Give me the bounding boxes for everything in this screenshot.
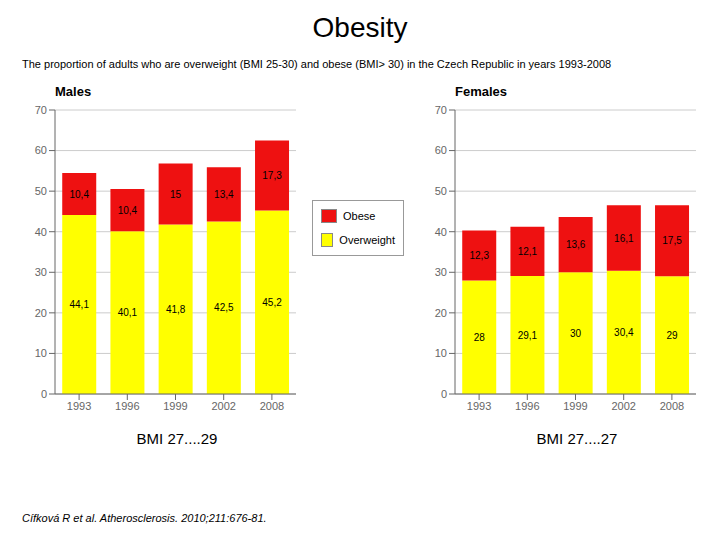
html-text:Cífková R et al. Atheroscleros: Cífková R et al. Atherosclerosis. 2010;2… — [22, 512, 267, 524]
svg-text:2002: 2002 — [211, 400, 235, 412]
html-text:BMI 27....29: BMI 27....29 — [136, 430, 218, 447]
svg-text:28: 28 — [474, 332, 486, 343]
svg-text:50: 50 — [35, 185, 47, 197]
svg-text:44,1: 44,1 — [69, 299, 89, 310]
svg-text:1999: 1999 — [563, 400, 587, 412]
svg-text:29,1: 29,1 — [518, 330, 538, 341]
svg-text:2008: 2008 — [660, 400, 684, 412]
svg-text:60: 60 — [435, 144, 447, 156]
svg-text:10,4: 10,4 — [118, 205, 138, 216]
svg-text:70: 70 — [435, 104, 447, 116]
svg-text:30: 30 — [435, 266, 447, 278]
svg-text:2002: 2002 — [611, 400, 635, 412]
svg-text:60: 60 — [35, 144, 47, 156]
svg-text:20: 20 — [35, 307, 47, 319]
svg-text:20: 20 — [435, 307, 447, 319]
svg-text:17,3: 17,3 — [262, 170, 282, 181]
svg-text:30: 30 — [35, 266, 47, 278]
svg-text:29: 29 — [666, 330, 678, 341]
svg-text:12,1: 12,1 — [518, 246, 538, 257]
svg-text:40: 40 — [35, 226, 47, 238]
svg-text:0: 0 — [41, 388, 47, 400]
svg-text:13,4: 13,4 — [214, 189, 234, 200]
svg-text:1999: 1999 — [163, 400, 187, 412]
svg-text:41,8: 41,8 — [166, 304, 186, 315]
svg-text:42,5: 42,5 — [214, 302, 234, 313]
svg-text:16,1: 16,1 — [614, 233, 634, 244]
html-text:Overweight: Overweight — [339, 234, 395, 246]
svg-text:15: 15 — [170, 189, 182, 200]
svg-text:40,1: 40,1 — [118, 307, 138, 318]
svg-text:12,3: 12,3 — [469, 250, 489, 261]
html-text:Obesity: Obesity — [312, 12, 408, 43]
svg-text:30: 30 — [570, 328, 582, 339]
svg-text:1993: 1993 — [467, 400, 491, 412]
html-text:Males: Males — [55, 84, 92, 99]
svg-text:45,2: 45,2 — [262, 297, 282, 308]
svg-text:10: 10 — [35, 347, 47, 359]
svg-text:1996: 1996 — [515, 400, 539, 412]
svg-text:17,5: 17,5 — [662, 235, 682, 246]
svg-text:70: 70 — [35, 104, 47, 116]
svg-text:0: 0 — [441, 388, 447, 400]
html-text:Obese: Obese — [343, 210, 376, 222]
html-text:Females: Females — [455, 84, 507, 99]
svg-text:50: 50 — [435, 185, 447, 197]
svg-text:10,4: 10,4 — [69, 189, 89, 200]
svg-text:2008: 2008 — [260, 400, 284, 412]
svg-text:40: 40 — [435, 226, 447, 238]
svg-text:10: 10 — [435, 347, 447, 359]
svg-text:1996: 1996 — [115, 400, 139, 412]
svg-text:13,6: 13,6 — [566, 239, 586, 250]
html-text:BMI 27....27: BMI 27....27 — [536, 430, 618, 447]
html-text:The proportion of adults who a: The proportion of adults who are overwei… — [22, 58, 612, 70]
svg-text:30,4: 30,4 — [614, 327, 634, 338]
svg-text:1993: 1993 — [67, 400, 91, 412]
